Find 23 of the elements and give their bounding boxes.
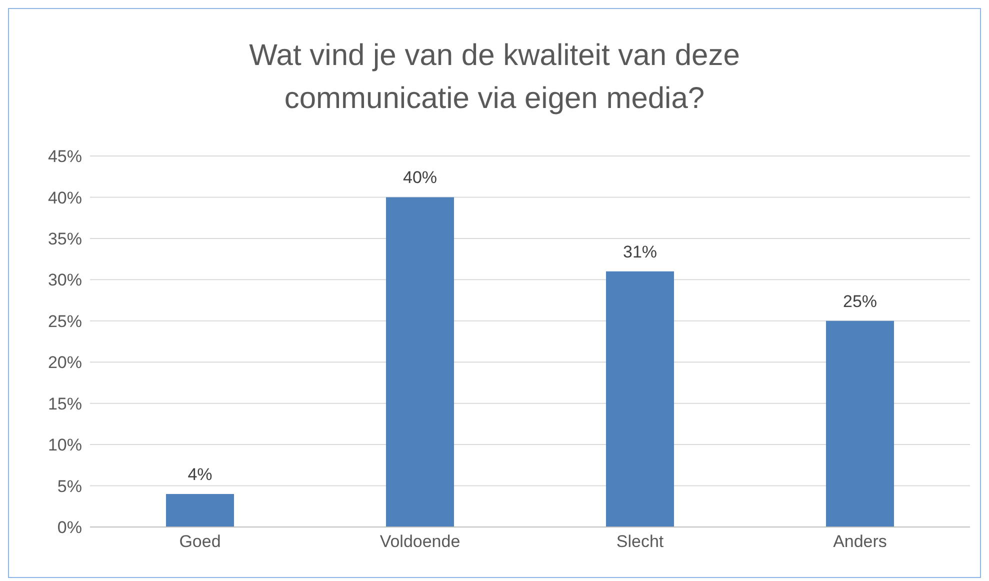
y-tick-label: 10%	[48, 436, 82, 455]
y-tick-label: 45%	[48, 147, 82, 166]
y-tick-label: 30%	[48, 270, 82, 290]
bar	[166, 494, 234, 527]
x-tick-label: Anders	[833, 532, 887, 552]
y-tick-label: 35%	[48, 229, 82, 248]
bar	[386, 197, 454, 527]
y-tick-label: 15%	[48, 394, 82, 414]
x-tick-label: Goed	[179, 532, 221, 552]
y-tick-label: 40%	[48, 188, 82, 208]
data-label: 40%	[402, 168, 438, 188]
data-label: 4%	[188, 465, 212, 484]
y-tick-label: 0%	[57, 518, 82, 538]
x-tick-label: Slecht	[616, 532, 664, 552]
bar	[606, 271, 674, 527]
y-tick-label: 25%	[48, 312, 82, 331]
data-label: 25%	[842, 292, 878, 311]
chart-title: Wat vind je van de kwaliteit van deze communicatie via eigen media?	[248, 38, 741, 117]
bar	[826, 320, 894, 527]
data-label: 31%	[622, 242, 658, 262]
y-tick-label: 5%	[57, 476, 82, 496]
x-tick-label: Voldoende	[380, 532, 460, 552]
y-tick-label: 20%	[48, 353, 82, 372]
